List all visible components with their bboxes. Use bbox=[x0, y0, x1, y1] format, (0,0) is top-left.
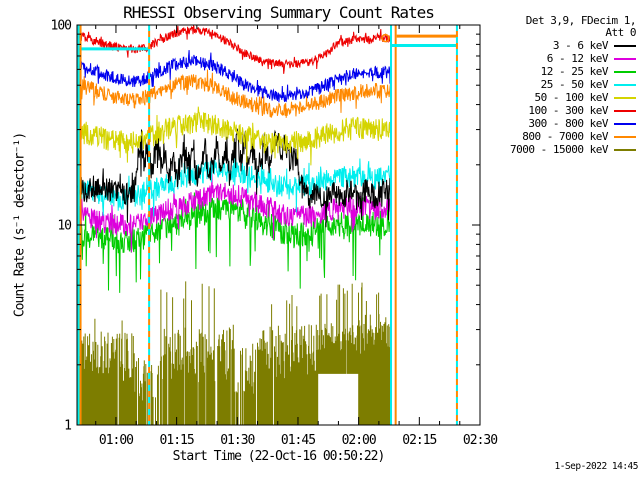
plot-creation-timestamp: 1-Sep-2022 14:45 bbox=[554, 461, 638, 472]
x-tick-label: 02:15 bbox=[402, 433, 436, 448]
legend-entry: 50 - 100 keV bbox=[494, 92, 636, 105]
x-tick-label: 01:15 bbox=[160, 433, 194, 448]
series-path-300-800-kev bbox=[77, 50, 391, 103]
legend-color-swatch bbox=[614, 122, 636, 125]
series-path-6-12-kev bbox=[77, 173, 391, 253]
y-tick-label: 10 bbox=[57, 219, 71, 234]
legend-color-swatch bbox=[614, 97, 636, 99]
y-tick-label: 1 bbox=[64, 419, 71, 434]
legend-header-line1: Det 3,9, FDecim 1, bbox=[525, 14, 637, 27]
legend-entry: 300 - 800 keV bbox=[494, 117, 636, 130]
x-tick-label: 02:30 bbox=[463, 433, 497, 448]
legend-entry: 3 - 6 keV bbox=[494, 40, 636, 53]
legend-color-swatch bbox=[614, 84, 636, 87]
legend-entry: 6 - 12 keV bbox=[494, 53, 636, 66]
chart-title: RHESSI Observing Summary Count Rates bbox=[123, 3, 435, 22]
legend-entry: 800 - 7000 keV bbox=[494, 130, 636, 143]
legend-color-swatch bbox=[614, 58, 636, 61]
series-path-800-7000-kev bbox=[77, 69, 391, 118]
legend-entry: 25 - 50 keV bbox=[494, 79, 636, 92]
legend-entry-label: 100 - 300 keV bbox=[528, 103, 608, 117]
legend-color-swatch bbox=[614, 45, 636, 48]
legend-color-swatch bbox=[614, 148, 636, 151]
legend-header-line2: Att 0 bbox=[605, 26, 636, 39]
legend-color-swatch bbox=[614, 71, 636, 74]
legend-entry-label: 300 - 800 keV bbox=[528, 116, 608, 130]
legend-color-swatch bbox=[614, 135, 636, 138]
legend-entry-label: 25 - 50 keV bbox=[540, 78, 609, 92]
x-tick-label: 01:00 bbox=[99, 433, 133, 448]
legend-entry-label: 50 - 100 keV bbox=[534, 91, 609, 104]
legend-entry: 12 - 25 keV bbox=[494, 66, 636, 79]
legend-entries: 3 - 6 keV 6 - 12 keV 12 - 25 keV 25 - 50 ke… bbox=[494, 40, 636, 156]
x-axis-label: Start Time (22-Oct-16 00:50:22) bbox=[172, 449, 386, 464]
y-tick-label: 100 bbox=[51, 19, 72, 34]
x-tick-label: 02:00 bbox=[342, 433, 376, 448]
x-tick-label: 01:45 bbox=[281, 433, 315, 448]
legend-color-swatch bbox=[614, 109, 636, 112]
legend-entry: 7000 - 15000 keV bbox=[494, 143, 636, 156]
series-path-3-6-kev bbox=[77, 128, 391, 228]
legend-entry-label: 3 - 6 keV bbox=[552, 39, 609, 53]
legend: Det 3,9, FDecim 1, Att 0 3 - 6 keV 6 - 12… bbox=[494, 15, 636, 156]
legend-entry: 100 - 300 keV bbox=[494, 104, 636, 117]
series-path-50-100-kev bbox=[77, 106, 391, 166]
legend-entry-label: 800 - 7000 keV bbox=[522, 129, 608, 143]
x-tick-label: 01:30 bbox=[220, 433, 254, 448]
legend-entry-label: 7000 - 15000 keV bbox=[510, 142, 608, 156]
series-path-7000-15000-kev bbox=[77, 281, 392, 425]
saa-marker-circle bbox=[381, 33, 390, 43]
legend-entry-label: 12 - 25 keV bbox=[540, 65, 609, 79]
legend-entry-label: 6 - 12 keV bbox=[546, 52, 609, 66]
